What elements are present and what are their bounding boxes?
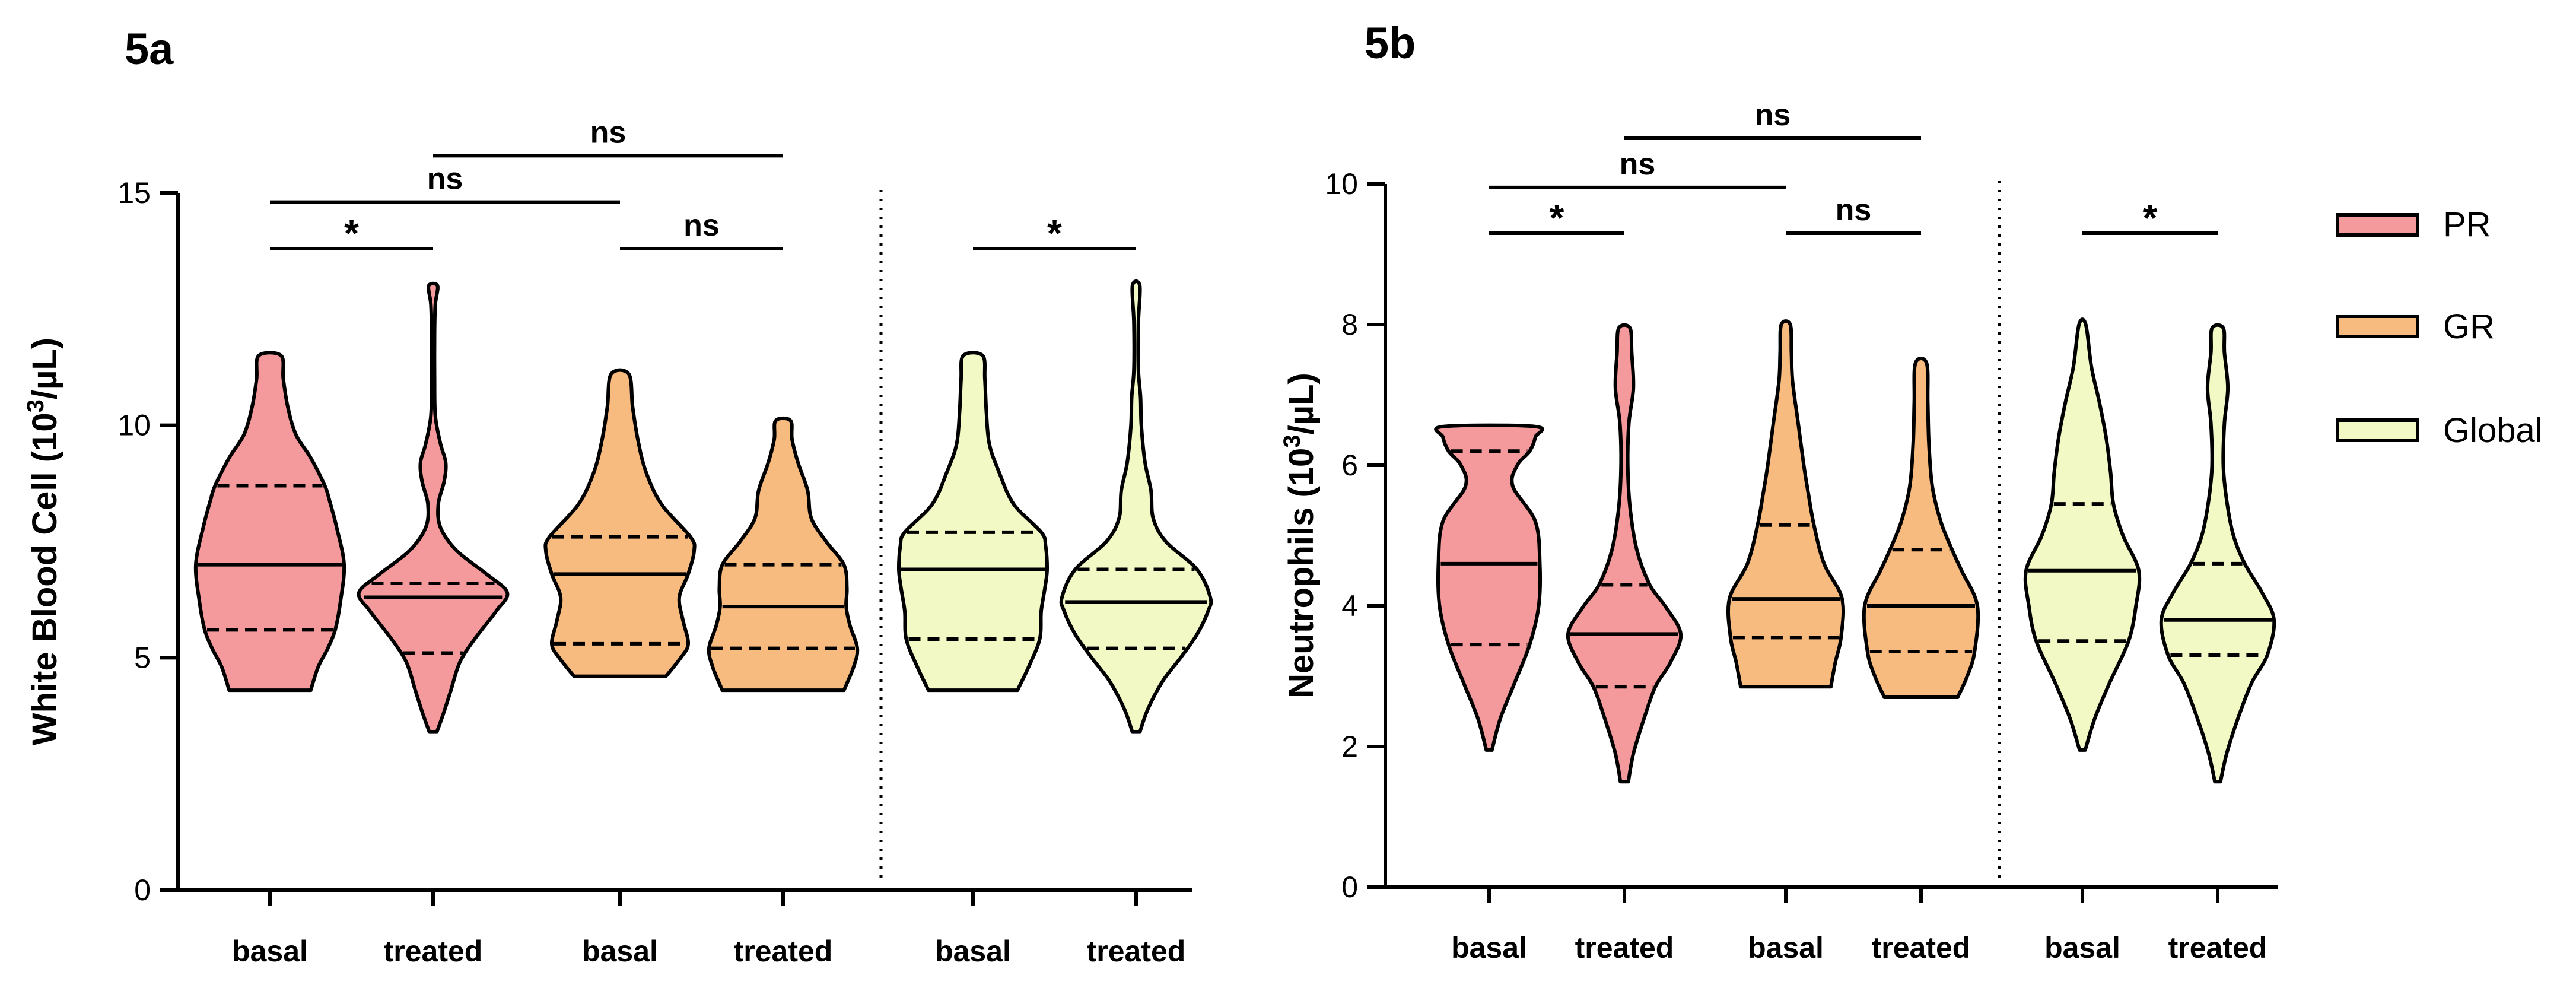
legend-label-gr: GR (2443, 307, 2495, 346)
significance-label-5a: ns (683, 208, 720, 243)
x-tick-label-pr-basal-5a: basal (232, 935, 308, 968)
x-tick-label-gr-treated-5a: treated (734, 935, 833, 968)
violin-global-basal-5b (2023, 317, 2142, 752)
x-tick-label-gr-basal-5a: basal (582, 935, 658, 968)
legend-swatch-global (2336, 418, 2419, 442)
x-tick-label-gr-basal-5b: basal (1748, 931, 1824, 964)
significance-label-5b: * (1550, 196, 1564, 239)
violin-global-treated-5b (2159, 323, 2276, 784)
significance-label-5b: ns (1620, 147, 1656, 182)
y-tick-label-5b: 4 (1341, 589, 1358, 622)
y-tick-label-5a: 0 (134, 874, 151, 907)
legend-swatch-pr (2336, 213, 2419, 237)
significance-label-5a: ns (427, 162, 463, 196)
violin-global-treated-5a (1059, 279, 1213, 734)
x-tick-label-pr-treated-5a: treated (384, 935, 483, 968)
legend-swatch-gr (2336, 315, 2419, 338)
panel-label-5b: 5b (1365, 18, 1416, 68)
significance-label-5a: * (344, 212, 359, 255)
legend-item-global: Global (2336, 411, 2543, 450)
legend-item-gr: GR (2336, 307, 2495, 346)
significance-label-5a: * (1047, 212, 1062, 255)
chart-panel-5b: 0 2 4 6 8 10 Neutrophils (103/µL) basal treated b… (1279, 98, 2278, 964)
y-axis-label-5a: White Blood Cell (103/µL) (23, 338, 64, 745)
significance-label-5b: ns (1836, 193, 1872, 227)
violin-gr-treated-5a (707, 416, 860, 693)
y-tick-label-5b: 8 (1341, 308, 1358, 341)
legend-label-pr: PR (2443, 205, 2491, 244)
x-tick-label-global-basal-5b: basal (2044, 931, 2120, 964)
x-tick-label-global-treated-5b: treated (2168, 931, 2267, 964)
significance-label-5b: * (2143, 196, 2158, 239)
legend-item-pr: PR (2336, 205, 2491, 244)
violin-global-basal-5a (896, 351, 1050, 693)
y-tick-label-5a: 5 (134, 641, 151, 674)
panel-label-5a: 5a (125, 24, 174, 74)
x-tick-label-pr-treated-5b: treated (1575, 931, 1674, 964)
violin-gr-treated-5b (1862, 357, 1980, 700)
violin-gr-basal-5a (543, 368, 697, 678)
y-tick-label-5b: 0 (1341, 871, 1358, 904)
y-tick-label-5b: 2 (1341, 730, 1358, 763)
x-tick-label-global-basal-5a: basal (935, 935, 1011, 968)
y-axis-label-5b: Neutrophils (103/µL) (1279, 373, 1321, 698)
significance-label-5a: ns (590, 115, 626, 150)
chart-panel-5a: 0 5 10 15 White Blood Cell (103/µL) basal trea… (23, 115, 1213, 968)
violin-pr-treated-5b (1566, 323, 1683, 784)
y-tick-label-5b: 10 (1325, 167, 1358, 201)
x-tick-label-gr-treated-5b: treated (1872, 931, 1971, 964)
significance-label-5b: ns (1755, 98, 1791, 132)
y-tick-label-5a: 10 (117, 409, 151, 442)
violin-pr-treated-5a (357, 281, 510, 734)
legend: PR GR Global (2336, 205, 2543, 450)
violin-pr-basal-5a (193, 351, 346, 693)
legend-label-global: Global (2443, 411, 2543, 450)
y-tick-label-5a: 15 (117, 176, 151, 209)
violin-gr-basal-5b (1726, 319, 1846, 689)
x-tick-label-global-treated-5a: treated (1087, 935, 1186, 968)
y-tick-label-5b: 6 (1341, 449, 1358, 482)
violin-pr-basal-5b (1434, 423, 1544, 752)
x-tick-label-pr-basal-5b: basal (1451, 931, 1527, 964)
